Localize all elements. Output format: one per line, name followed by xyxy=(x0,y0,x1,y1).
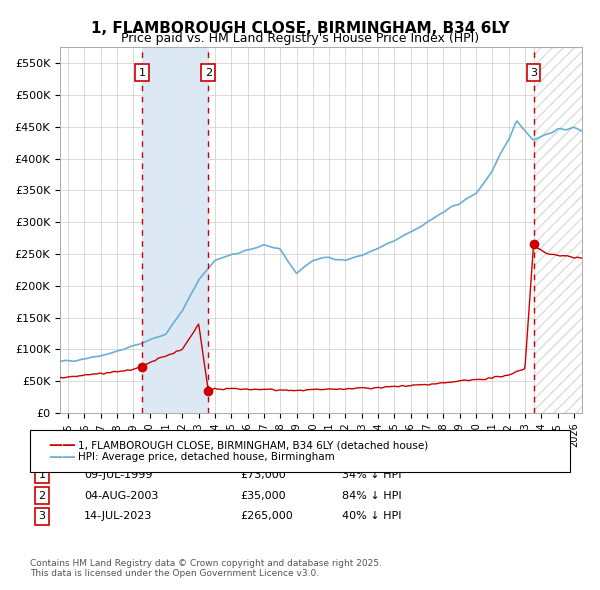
Text: HPI: Average price, detached house, Birmingham: HPI: Average price, detached house, Birm… xyxy=(78,453,335,462)
Text: 04-AUG-2003: 04-AUG-2003 xyxy=(84,491,158,500)
Text: ——: —— xyxy=(48,450,76,464)
Text: 09-JUL-1999: 09-JUL-1999 xyxy=(84,470,152,480)
Bar xyxy=(142,47,208,413)
Text: 3: 3 xyxy=(38,512,46,521)
Text: 14-JUL-2023: 14-JUL-2023 xyxy=(84,512,152,521)
Text: £35,000: £35,000 xyxy=(240,491,286,500)
Text: ——: —— xyxy=(48,450,76,464)
Bar xyxy=(533,47,590,413)
Text: Contains HM Land Registry data © Crown copyright and database right 2025.
This d: Contains HM Land Registry data © Crown c… xyxy=(30,559,382,578)
Text: 84% ↓ HPI: 84% ↓ HPI xyxy=(342,491,401,500)
Text: ——: —— xyxy=(48,438,76,453)
Text: 1, FLAMBOROUGH CLOSE, BIRMINGHAM, B34 6LY: 1, FLAMBOROUGH CLOSE, BIRMINGHAM, B34 6L… xyxy=(91,21,509,35)
Text: 2: 2 xyxy=(205,68,212,78)
Text: 34% ↓ HPI: 34% ↓ HPI xyxy=(342,470,401,480)
Text: £265,000: £265,000 xyxy=(240,512,293,521)
Text: 2: 2 xyxy=(38,491,46,500)
Text: Price paid vs. HM Land Registry's House Price Index (HPI): Price paid vs. HM Land Registry's House … xyxy=(121,32,479,45)
Text: 1, FLAMBOROUGH CLOSE, BIRMINGHAM, B34 6LY (detached house): 1, FLAMBOROUGH CLOSE, BIRMINGHAM, B34 6L… xyxy=(78,441,428,450)
Text: £73,000: £73,000 xyxy=(240,470,286,480)
Text: ——: —— xyxy=(48,438,76,453)
Text: 40% ↓ HPI: 40% ↓ HPI xyxy=(342,512,401,521)
Text: 3: 3 xyxy=(530,68,537,78)
Text: 1: 1 xyxy=(38,470,46,480)
Text: 1: 1 xyxy=(139,68,146,78)
Bar xyxy=(533,47,590,413)
Text: 1, FLAMBOROUGH CLOSE, BIRMINGHAM, B34 6LY (detached house): 1, FLAMBOROUGH CLOSE, BIRMINGHAM, B34 6L… xyxy=(78,441,428,450)
Text: HPI: Average price, detached house, Birmingham: HPI: Average price, detached house, Birm… xyxy=(78,453,335,462)
